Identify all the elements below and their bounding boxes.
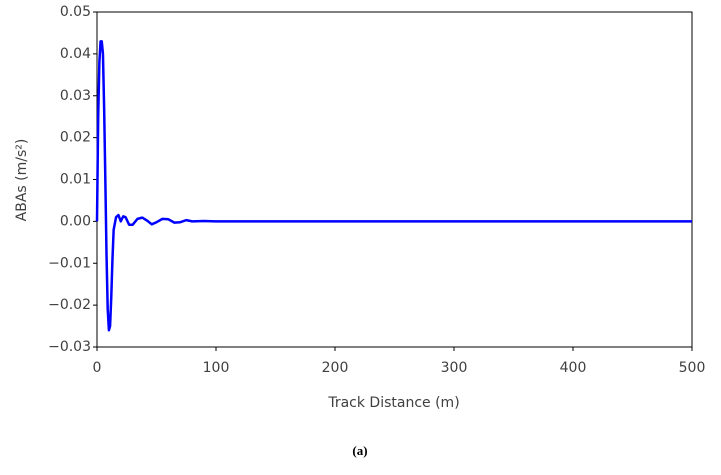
x-tick-label: 0 bbox=[93, 360, 102, 376]
caption: (a) bbox=[352, 443, 367, 458]
x-tick-label: 500 bbox=[679, 360, 706, 376]
y-tick-label: 0.02 bbox=[60, 130, 91, 146]
x-tick-label: 200 bbox=[322, 360, 349, 376]
data-line bbox=[95, 40, 692, 332]
y-tick-label: 0.01 bbox=[60, 172, 91, 188]
y-tick-label: −0.01 bbox=[48, 255, 91, 271]
y-tick-label: 0.05 bbox=[60, 4, 91, 20]
x-tick-label: 300 bbox=[441, 360, 468, 376]
y-tick-label: 0.00 bbox=[60, 213, 91, 229]
y-tick-label: 0.03 bbox=[60, 88, 91, 104]
y-tick-label: 0.04 bbox=[60, 46, 91, 62]
x-axis-label: Track Distance (m) bbox=[327, 395, 459, 411]
x-tick-label: 400 bbox=[560, 360, 587, 376]
x-tick-label: 100 bbox=[203, 360, 230, 376]
plot-frame bbox=[96, 11, 693, 348]
y-axis-label: ABAs (m/s²) bbox=[14, 139, 30, 222]
y-tick-label: −0.03 bbox=[48, 339, 91, 355]
y-tick-label: −0.02 bbox=[48, 297, 91, 313]
